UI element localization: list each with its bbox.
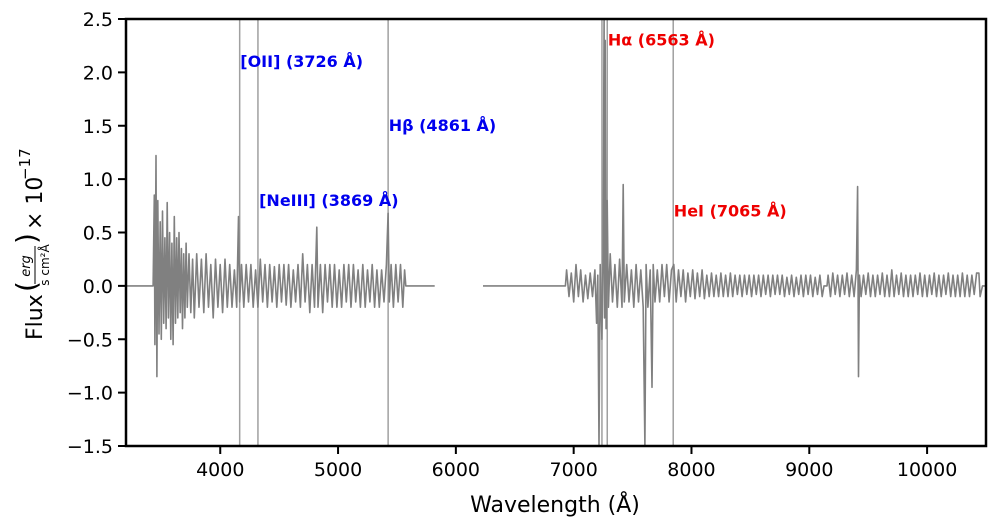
x-tick-label-3: 7000 bbox=[549, 459, 597, 481]
y-tick-label-6: 1.5 bbox=[83, 116, 113, 138]
emission-line-label-4: HeI (7065 Å) bbox=[674, 201, 787, 220]
y-axis-label: Flux ( erg s cm²Å ) × 10 −17 bbox=[10, 148, 52, 340]
y-tick-label-1: −1.0 bbox=[67, 383, 113, 405]
y-tick-label-0: −1.5 bbox=[67, 436, 113, 458]
spectrum-segment-1 bbox=[483, 19, 986, 446]
y-axis-scale: × 10 bbox=[23, 177, 48, 230]
x-tick-label-2: 6000 bbox=[432, 459, 480, 481]
y-axis-unit-denominator: s cm²Å bbox=[37, 244, 52, 286]
y-axis-exponent: −17 bbox=[16, 148, 34, 180]
x-tick-label-4: 8000 bbox=[667, 459, 715, 481]
emission-line-label-0: [OII] (3726 Å) bbox=[240, 52, 363, 71]
y-tick-label-3: 0.0 bbox=[83, 276, 113, 298]
spectrum-series bbox=[126, 19, 986, 446]
y-axis-unit-numerator: erg bbox=[19, 255, 34, 277]
emission-line-label-1: [NeIII] (3869 Å) bbox=[259, 191, 398, 210]
y-tick-label-7: 2.0 bbox=[83, 62, 113, 84]
x-tick-label-6: 10000 bbox=[897, 459, 957, 481]
y-axis-label-paren-close: ) bbox=[10, 233, 43, 244]
emission-line-labels: [OII] (3726 Å) [NeIII] (3869 Å) Hβ (4861 Å… bbox=[240, 31, 786, 221]
x-tick-label-5: 9000 bbox=[785, 459, 833, 481]
emission-line-label-3: Hα (6563 Å) bbox=[608, 31, 715, 50]
y-tick-label-5: 1.0 bbox=[83, 169, 113, 191]
y-tick-label-4: 0.5 bbox=[83, 223, 113, 245]
y-axis-label-flux: Flux bbox=[23, 294, 48, 340]
y-tick-label-2: −0.5 bbox=[67, 329, 113, 351]
x-tick-label-0: 4000 bbox=[196, 459, 244, 481]
x-axis-ticks: 4000 5000 6000 7000 8000 9000 10000 bbox=[196, 446, 957, 481]
spectrum-segment-0 bbox=[126, 154, 435, 378]
y-tick-label-8: 2.5 bbox=[83, 9, 113, 31]
x-tick-label-1: 5000 bbox=[314, 459, 362, 481]
y-axis-label-paren-open: ( bbox=[10, 281, 43, 292]
y-axis-ticks: −1.5 −1.0 −0.5 0.0 0.5 1.0 1.5 2.0 2.5 bbox=[67, 9, 126, 458]
emission-line-label-2: Hβ (4861 Å) bbox=[389, 116, 497, 135]
x-axis-label: Wavelength (Å) bbox=[470, 491, 640, 518]
